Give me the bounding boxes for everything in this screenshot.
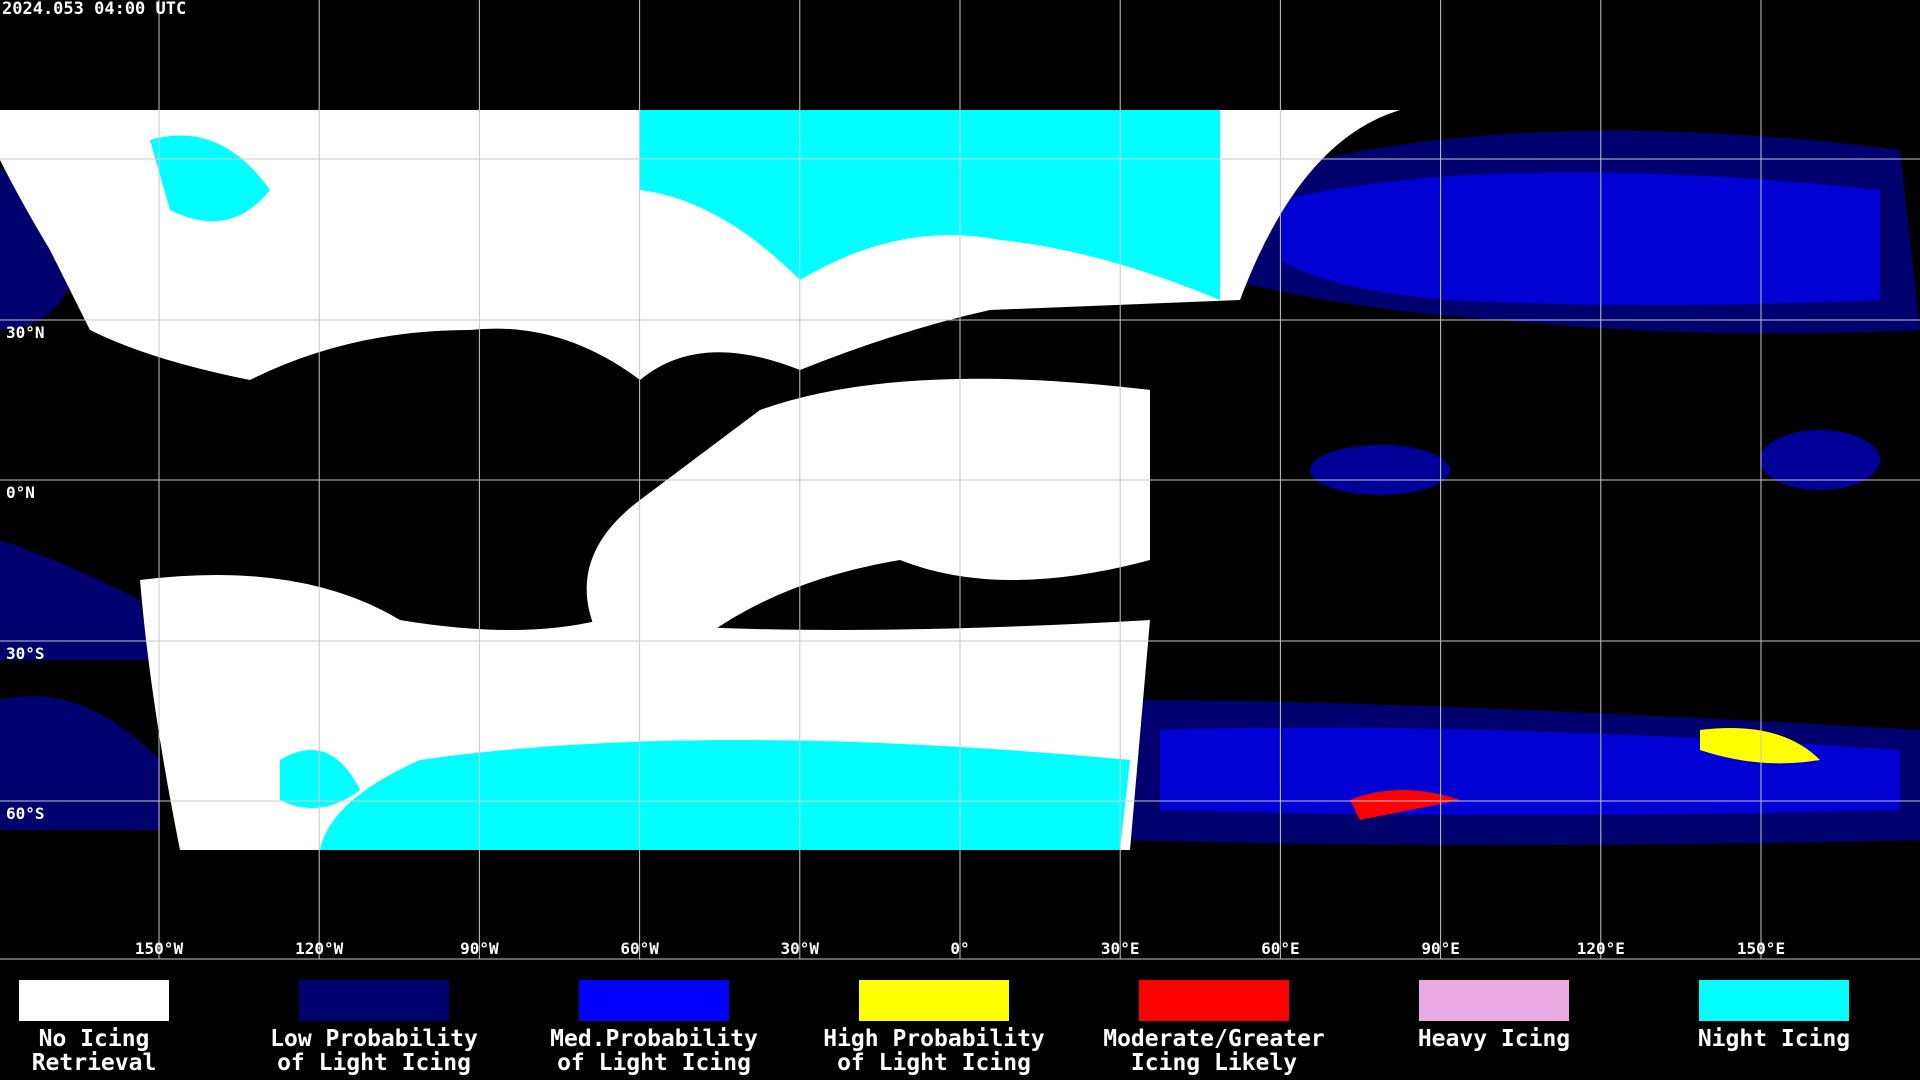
legend-label: High Probability xyxy=(823,1026,1045,1052)
legend-swatch xyxy=(1419,980,1569,1021)
legend-label: Moderate/Greater xyxy=(1103,1026,1325,1052)
legend-label: No Icing xyxy=(39,1026,150,1052)
legend-swatch xyxy=(859,980,1009,1021)
graticule-labels: 150°W 120°W 90°W 60°W 30°W 0° 30°E 60°E 90°E 120°… xyxy=(6,323,1785,958)
timestamp: 2024.053 04:00 UTC xyxy=(2,0,186,19)
legend-swatch xyxy=(1139,980,1289,1021)
lon-label: 150°W xyxy=(135,939,184,958)
lat-label: 30°N xyxy=(6,323,45,342)
imagery xyxy=(0,110,1920,850)
legend-label: Icing Likely xyxy=(1131,1050,1297,1076)
legend-label: Night Icing xyxy=(1698,1026,1850,1052)
lon-label: 30°W xyxy=(781,939,820,958)
lon-label: 120°W xyxy=(295,939,344,958)
lon-label: 60°E xyxy=(1261,939,1300,958)
lon-label: 150°E xyxy=(1737,939,1785,958)
lat-label: 60°S xyxy=(6,804,45,823)
legend-label: of Light Icing xyxy=(837,1050,1031,1076)
lon-label: 90°E xyxy=(1421,939,1460,958)
lon-label: 120°E xyxy=(1577,939,1625,958)
legend-label: Retrieval xyxy=(32,1050,157,1076)
lon-label: 0° xyxy=(950,939,969,958)
legend-swatch xyxy=(579,980,729,1021)
lon-label: 60°W xyxy=(620,939,659,958)
legend-label: Low Probability xyxy=(270,1026,478,1052)
legend-swatch xyxy=(19,980,169,1021)
legend-label: Heavy Icing xyxy=(1418,1026,1570,1052)
lon-label: 30°E xyxy=(1101,939,1140,958)
legend-label: of Light Icing xyxy=(277,1050,471,1076)
legend-swatch xyxy=(1699,980,1849,1021)
lon-label: 90°W xyxy=(460,939,499,958)
lat-label: 30°S xyxy=(6,644,45,663)
legend-label: of Light Icing xyxy=(557,1050,751,1076)
legend-label: Med.Probability xyxy=(550,1026,758,1052)
graticule xyxy=(0,0,1920,959)
lat-label: 0°N xyxy=(6,483,35,502)
legend-swatch xyxy=(299,980,449,1021)
